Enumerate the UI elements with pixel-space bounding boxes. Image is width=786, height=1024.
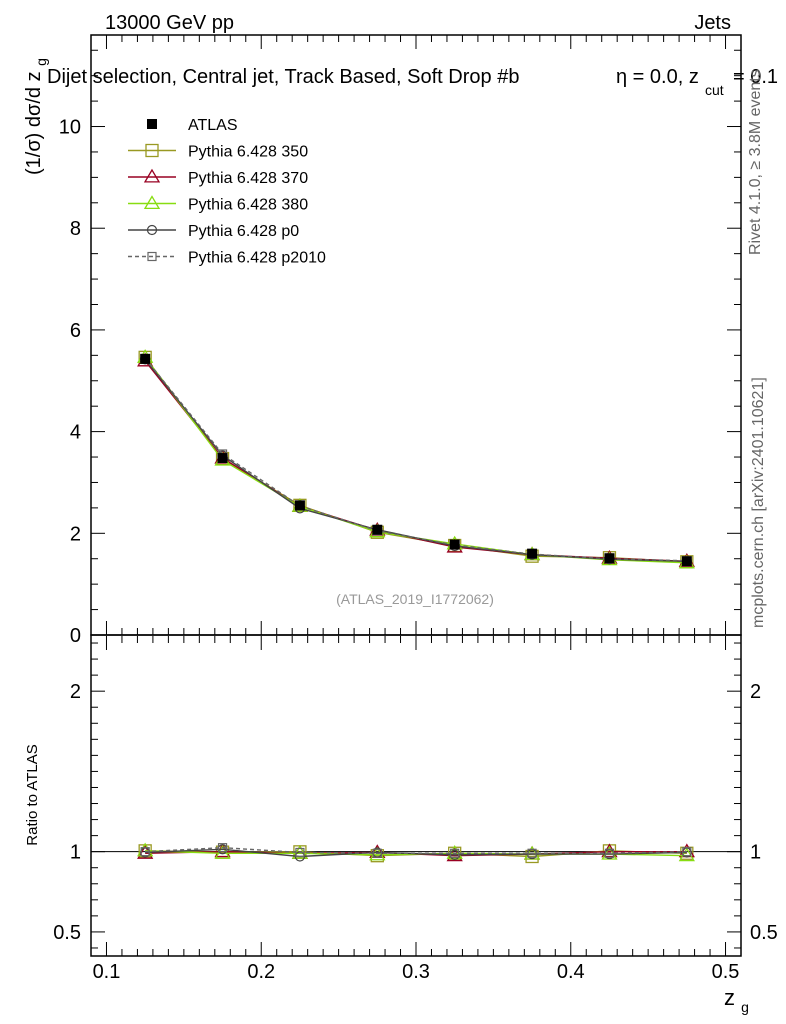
legend-marker-atlas [147,119,157,129]
energy-label: 13000 GeV pp [105,12,234,34]
data-point-atlas [604,553,615,564]
zcut-value: = 0.1 [733,66,778,88]
ratio-y-tick-label-right: 0.5 [750,922,778,944]
selection-title: Dijet selection, Central jet, Track Base… [47,66,519,88]
x-label-sub: g [741,999,749,1015]
ratio-point-p2010 [372,848,382,858]
ratio-y-axis-label: Ratio to ATLAS [24,744,41,845]
data-point-atlas [140,353,151,364]
ratio-point-p370 [678,843,695,858]
main-y-tick-label: 0 [70,625,81,647]
x-axis-label: z g [724,985,749,1015]
data-point-atlas [681,556,692,567]
ratio-point-p2010 [527,848,537,858]
eta-label: η = 0.0, z [616,66,699,88]
main-y-tick-label: 2 [70,523,81,545]
x-tick-label: 0.5 [712,961,740,983]
ratio-point-p2010 [682,847,692,857]
ratio-y-tick-label: 0.5 [53,922,81,944]
legend-label-p370: Pythia 6.428 370 [188,170,308,187]
main-y-tick-label: 6 [70,320,81,342]
ratio-point-p2010 [140,847,150,857]
legend-marker-p350 [145,143,159,158]
mcplots-side-label: mcplots.cern.ch [arXiv:2401.10621] [750,377,767,628]
main-y-label-text: (1/σ) dσ/d z [23,71,45,175]
legend-label-atlas: ATLAS [188,117,238,134]
legend-marker-p2010 [147,251,157,262]
legend: ATLAS Pythia 6.428 350 Pythia 6.428 370 Pyt… [128,117,326,267]
category-label: Jets [694,12,731,34]
ratio-point-p2010 [604,848,615,858]
data-point-atlas [217,453,228,464]
data-point-atlas [372,524,383,535]
main-y-tick-label: 10 [59,117,81,139]
rivet-side-label: Rivet 4.1.0, ≥ 3.8M events [747,69,764,255]
ratio-line-p2010 [145,846,687,854]
ratio-y-tick-label: 2 [70,681,81,703]
legend-label-p2010: Pythia 6.428 p2010 [188,250,326,267]
ratio-y-tick-label: 1 [70,842,81,864]
legend-marker-p370 [143,168,161,183]
main-y-tick-label: 8 [70,218,81,240]
data-point-atlas [294,500,305,511]
ratio-point-p2010 [217,843,228,853]
ratio-y-tick-label-right: 2 [750,681,761,703]
main-y-label-sub: g [33,58,49,66]
data-point-atlas [527,548,538,559]
series-layer [137,349,695,864]
analysis-id-label: (ATLAS_2019_I1772062) [336,591,494,607]
main-y-tick-label: 4 [70,422,81,444]
x-tick-label: 0.3 [402,961,430,983]
ratio-y-tick-label-right: 1 [750,842,761,864]
main-y-axis-label: (1/σ) dσ/d z g [23,58,49,175]
x-tick-label: 0.1 [93,961,121,983]
legend-marker-p0 [146,224,158,236]
ratio-line-p0 [145,848,687,858]
legend-label-p350: Pythia 6.428 350 [188,144,308,161]
ratio-point-p2010 [450,848,460,858]
x-label-text: z [724,985,735,1010]
eta-text: η = 0.0, z [616,66,699,88]
x-tick-label: 0.2 [247,961,275,983]
series-line-p2010 [144,357,687,562]
data-point-atlas [449,539,460,550]
x-tick-label: 0.4 [557,961,585,983]
ratio-plot-frame [90,634,742,957]
ratio-point-p2010 [295,847,305,858]
legend-marker-p380 [143,195,161,210]
legend-label-p380: Pythia 6.428 380 [188,197,308,214]
legend-label-p0: Pythia 6.428 p0 [188,223,299,240]
zcut-subscript: cut [705,82,724,98]
